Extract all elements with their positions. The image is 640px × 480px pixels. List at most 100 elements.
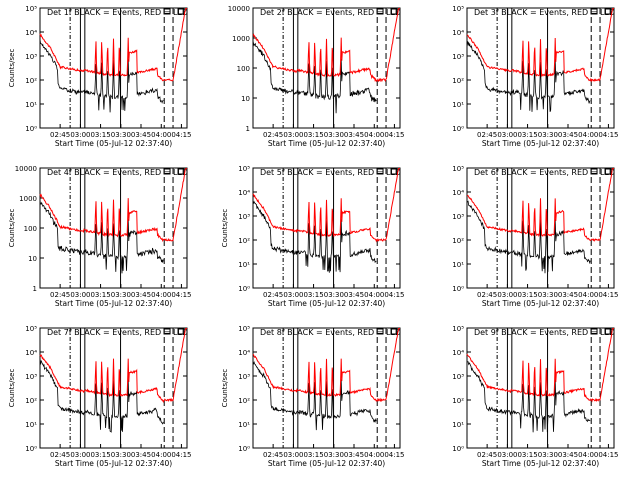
y-tick-label: 100 — [24, 225, 37, 233]
marker-box — [163, 8, 171, 15]
x-tick-label: 04:00 — [151, 291, 171, 299]
plot-frame — [252, 327, 401, 449]
x-tick-label: 03:15 — [90, 451, 110, 459]
x-axis-label: Start Time (05-Jul-12 02:37:40) — [55, 459, 172, 468]
marker-box — [604, 328, 612, 335]
x-axis-label: Start Time (05-Jul-12 02:37:40) — [55, 139, 172, 148]
x-tick-label: 03:15 — [517, 131, 537, 139]
x-tick-label: 04:15 — [384, 291, 404, 299]
y-tick-label: 10⁵ — [452, 165, 464, 173]
y-tick-label: 10⁰ — [238, 445, 250, 453]
marker-box — [590, 168, 598, 175]
x-tick-label: 04:15 — [598, 291, 618, 299]
x-tick-label: 03:45 — [131, 291, 151, 299]
marker-box — [376, 8, 384, 15]
x-tick-label: 03:30 — [538, 451, 558, 459]
marker-box — [177, 168, 185, 175]
y-tick-label: 1000 — [232, 35, 250, 43]
x-tick-label: 03:00 — [283, 451, 303, 459]
x-tick-label: 03:30 — [538, 291, 558, 299]
x-tick-label: 03:30 — [111, 131, 131, 139]
y-tick-label: 10⁰ — [25, 445, 37, 453]
chart-title: Det 5f BLACK = Events, RED = LLD — [260, 168, 401, 177]
series-lld-line — [39, 168, 187, 243]
y-tick-label: 10⁵ — [238, 165, 250, 173]
series-lld-line — [252, 328, 400, 403]
x-tick-label: 04:00 — [578, 131, 598, 139]
y-tick-label: 10000 — [15, 165, 37, 173]
y-tick-label: 1 — [246, 125, 250, 133]
y-tick-label: 10⁴ — [25, 349, 37, 357]
y-tick-label: 10³ — [452, 213, 464, 221]
x-tick-label: 04:15 — [384, 451, 404, 459]
x-tick-label: 03:15 — [517, 291, 537, 299]
y-tick-label: 10⁰ — [452, 285, 464, 293]
y-axis-label: Counts/sec — [8, 49, 16, 88]
series-lld-line — [39, 328, 187, 403]
plot-frame — [39, 7, 188, 129]
y-tick-label: 10³ — [452, 373, 464, 381]
x-tick-label: 02:45 — [263, 451, 283, 459]
y-tick-label: 100 — [237, 65, 250, 73]
y-tick-label: 10² — [25, 77, 37, 85]
x-tick-label: 03:30 — [111, 451, 131, 459]
marker-box — [604, 8, 612, 15]
x-tick-label: 03:45 — [558, 451, 578, 459]
x-tick-label: 04:15 — [598, 451, 618, 459]
x-tick-label: 04:00 — [151, 131, 171, 139]
x-axis-label: Start Time (05-Jul-12 02:37:40) — [482, 299, 599, 308]
y-tick-label: 10⁴ — [238, 189, 250, 197]
y-tick-label: 10³ — [25, 53, 37, 61]
plot-frame — [466, 327, 615, 449]
x-tick-label: 02:45 — [477, 291, 497, 299]
x-tick-label: 03:00 — [497, 131, 517, 139]
panel-det-3: Det 3f BLACK = Events, RED = LLD 10⁰ 10¹ 10… — [452, 5, 618, 148]
x-tick-label: 03:30 — [324, 451, 344, 459]
panel-det-9: Det 9f BLACK = Events, RED = LLD 10⁰ 10¹ 10… — [452, 325, 618, 468]
x-tick-label: 03:15 — [303, 451, 323, 459]
x-tick-label: 03:15 — [90, 131, 110, 139]
marker-box — [177, 328, 185, 335]
x-tick-label: 02:45 — [50, 451, 70, 459]
x-tick-label: 04:00 — [364, 451, 384, 459]
x-tick-label: 04:15 — [171, 131, 191, 139]
series-events-line — [252, 40, 377, 114]
marker-box — [590, 8, 598, 15]
y-tick-label: 10⁵ — [452, 325, 464, 333]
plot-frame — [252, 167, 401, 289]
x-tick-label: 02:45 — [477, 131, 497, 139]
x-tick-label: 03:15 — [303, 131, 323, 139]
x-tick-label: 03:45 — [131, 131, 151, 139]
x-tick-label: 03:00 — [70, 131, 90, 139]
y-tick-label: 10⁰ — [452, 125, 464, 133]
x-axis-label: Start Time (05-Jul-12 02:37:40) — [268, 299, 385, 308]
y-tick-label: 10⁴ — [452, 29, 464, 37]
panel-det-2: Det 2f BLACK = Events, RED = LLD 1 10 100 10… — [228, 5, 405, 148]
y-tick-label: 10 — [28, 255, 37, 263]
chart-title: Det 7f BLACK = Events, RED = LLD — [47, 328, 188, 337]
y-tick-label: 10¹ — [238, 261, 250, 269]
x-tick-label: 03:00 — [497, 451, 517, 459]
y-tick-label: 10⁰ — [452, 445, 464, 453]
x-tick-label: 04:15 — [171, 291, 191, 299]
panel-det-8: Det 8f BLACK = Events, RED = LLD 10⁰ 10¹ 10… — [221, 325, 405, 468]
plot-frame — [39, 327, 188, 449]
x-tick-label: 03:15 — [517, 451, 537, 459]
x-tick-label: 04:00 — [578, 451, 598, 459]
x-axis-label: Start Time (05-Jul-12 02:37:40) — [55, 299, 172, 308]
y-tick-label: 10² — [452, 77, 464, 85]
marker-box — [163, 168, 171, 175]
x-tick-label: 03:30 — [111, 291, 131, 299]
y-tick-label: 10² — [452, 397, 464, 405]
x-tick-label: 04:15 — [171, 451, 191, 459]
marker-box — [390, 8, 398, 15]
y-tick-label: 10² — [25, 397, 37, 405]
series-lld-line — [466, 328, 614, 403]
y-axis-label: Counts/sec — [8, 209, 16, 248]
x-tick-label: 03:45 — [558, 291, 578, 299]
series-events-line — [252, 200, 377, 273]
x-tick-label: 02:45 — [477, 451, 497, 459]
x-axis-label: Start Time (05-Jul-12 02:37:40) — [482, 139, 599, 148]
y-tick-label: 10² — [452, 237, 464, 245]
